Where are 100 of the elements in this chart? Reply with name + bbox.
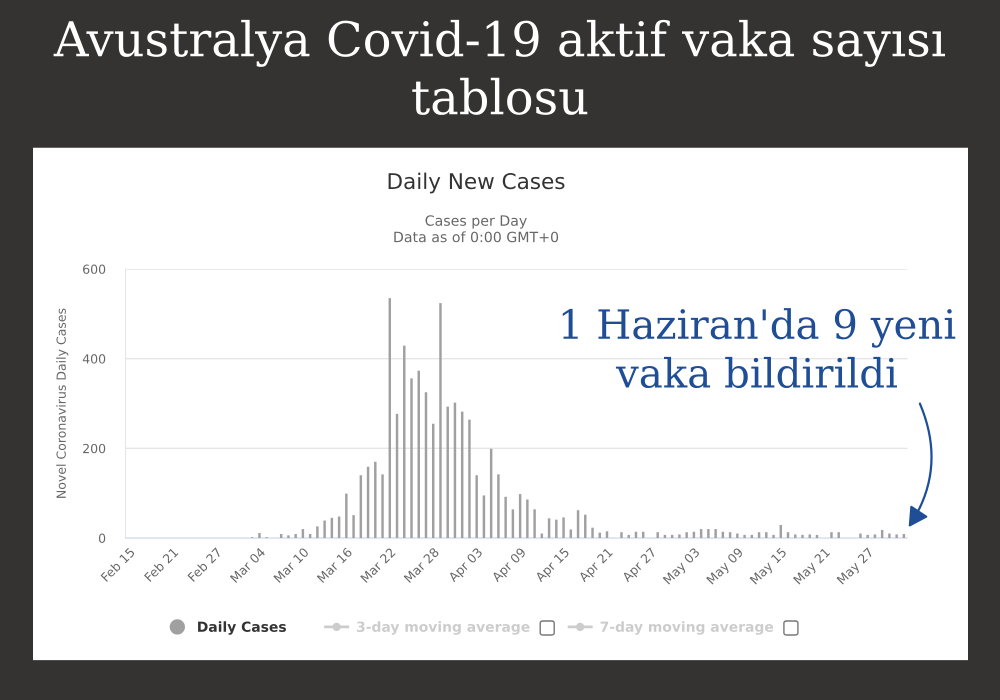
bar [345, 494, 348, 538]
x-tick-label: Mar 22 [360, 547, 396, 584]
bar [555, 520, 558, 538]
x-tick-label: Feb 21 [144, 547, 179, 582]
y-tick-label: 200 [83, 444, 106, 454]
x-tick-label: Mar 04 [230, 547, 266, 584]
bar [258, 533, 261, 538]
bar [656, 532, 659, 538]
x-tick-label: Mar 28 [404, 547, 440, 584]
x-tick-label: Feb 27 [187, 547, 222, 582]
bar [728, 532, 732, 538]
y-axis-title: Novel Coronavirus Daily Cases [56, 308, 68, 498]
bar [714, 529, 717, 538]
bar [482, 495, 486, 538]
bar [765, 532, 768, 538]
bar [403, 346, 406, 538]
bar [584, 514, 587, 538]
bar [670, 534, 674, 538]
bar [490, 448, 492, 538]
x-tick-label: Mar 16 [316, 547, 353, 584]
bar [526, 499, 529, 538]
bar [330, 518, 334, 538]
bar [837, 532, 840, 538]
bar [388, 298, 392, 538]
x-tick-label: Feb 15 [100, 547, 136, 582]
bar [780, 525, 782, 538]
bar [902, 534, 906, 538]
bar [308, 534, 312, 538]
bar [570, 530, 572, 538]
bar [454, 402, 456, 538]
bar [758, 532, 760, 538]
bar [338, 516, 340, 538]
bar [446, 406, 449, 538]
bar [381, 474, 384, 538]
bar [323, 520, 326, 538]
bar [302, 529, 304, 538]
bar [460, 412, 464, 538]
bar [866, 534, 869, 538]
bar [874, 534, 876, 538]
bar [880, 530, 884, 538]
bar [700, 529, 702, 538]
bar [750, 534, 754, 538]
bar [692, 532, 696, 538]
legend-label: Daily Cases [198, 621, 286, 635]
bar [287, 535, 290, 538]
bar [634, 532, 638, 538]
bar [366, 466, 370, 538]
bar [678, 534, 681, 538]
bar [576, 510, 580, 538]
bar [497, 474, 500, 538]
bar [598, 532, 601, 538]
bar [685, 532, 688, 538]
bar [786, 532, 790, 538]
bar [772, 534, 775, 538]
bar [533, 509, 536, 538]
bar [722, 532, 724, 538]
bar [591, 528, 594, 538]
bar [280, 534, 282, 538]
chart-subtitle: Cases per Day Data as of 0:00 GMT+0 [394, 215, 558, 242]
bar [664, 534, 666, 538]
bar [859, 534, 862, 538]
x-tick-label: Apr 03 [448, 547, 485, 584]
x-tick-label: Apr 27 [621, 547, 658, 584]
bar [504, 496, 507, 538]
bar [562, 517, 565, 538]
bar [294, 534, 297, 538]
bar [512, 509, 514, 538]
bar [808, 534, 811, 538]
x-tick-label: Mar 10 [273, 547, 310, 584]
bar [707, 529, 710, 538]
bar [439, 303, 442, 538]
bar [743, 534, 746, 538]
x-tick-label: Apr 21 [578, 547, 615, 584]
bar [888, 534, 891, 538]
bar [418, 370, 420, 538]
bar [316, 526, 319, 538]
y-tick-label: 400 [82, 354, 106, 364]
bar [518, 494, 522, 538]
chart-title: Daily New Cases [388, 172, 564, 194]
bar [628, 534, 630, 538]
bar [468, 420, 471, 538]
bar [895, 534, 898, 538]
bar [736, 534, 739, 538]
bar [475, 475, 478, 538]
bar [540, 534, 544, 538]
bar [794, 534, 796, 538]
annotation: 1 Haziran'da 9 yeni vaka bildirildi [562, 308, 956, 388]
bar [432, 424, 434, 538]
bar [396, 414, 398, 538]
y-tick-label: 600 [83, 264, 106, 274]
bar [360, 475, 362, 538]
bar [830, 532, 833, 538]
bar [548, 518, 550, 538]
x-tick-label: Apr 15 [534, 547, 572, 584]
y-tick-label: 0 [98, 533, 106, 543]
x-tick-label: Apr 09 [491, 547, 528, 584]
bar [642, 532, 644, 538]
text: Avustralya Covid-19 aktif vaka sayısı tablosu [54, 20, 945, 115]
bar [352, 515, 355, 538]
bar [374, 462, 377, 538]
